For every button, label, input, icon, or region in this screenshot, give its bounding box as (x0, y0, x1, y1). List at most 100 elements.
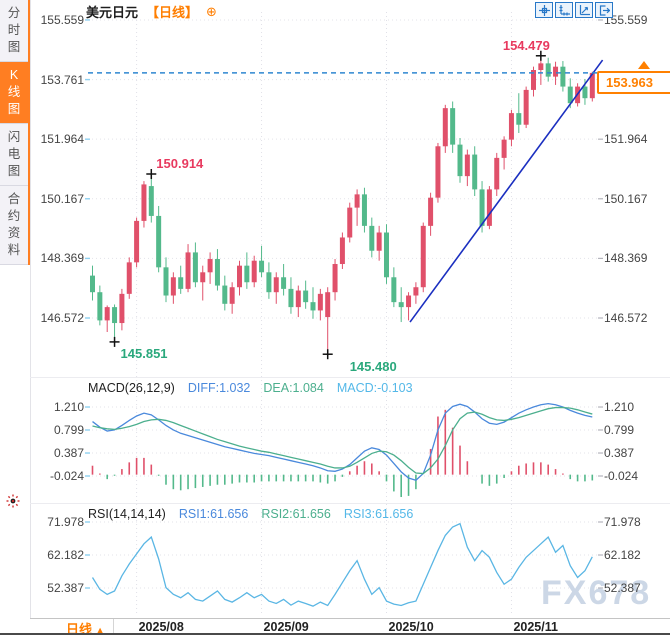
candle-body (369, 225, 375, 251)
candle-body (273, 277, 279, 293)
candle-body (163, 267, 169, 296)
candle-body (141, 184, 147, 221)
sidebar-tab-label: 分时图 (7, 6, 21, 54)
candle-body (332, 264, 338, 293)
candle-body (582, 86, 588, 99)
rsi-line (91, 522, 593, 607)
rsi3-value: RSI3:61.656 (343, 507, 414, 521)
candle-body (148, 186, 154, 216)
candle-body (90, 275, 95, 293)
chart-toolbar (535, 2, 613, 18)
sidebar-tab-lightning[interactable]: 闪电图 (0, 124, 28, 186)
period-selector[interactable]: 日线 ▲ (58, 619, 114, 635)
candle-body (317, 293, 323, 311)
candle-body (229, 287, 235, 304)
candle-body (450, 108, 456, 145)
current-price-tag: 153.963 (597, 70, 670, 94)
candle-body (384, 232, 389, 278)
sidebar-tab-label: 合约资料 (7, 192, 21, 257)
candle-body (97, 292, 103, 321)
watermark: FX678 (541, 574, 652, 612)
macd-diff-value: DIFF:1.032 (187, 381, 251, 395)
candle-body (523, 89, 529, 125)
trend-mode-icon[interactable] (575, 2, 593, 18)
candle-body (376, 232, 382, 251)
x-axis-date-label: 2025/08 (138, 620, 184, 634)
panel-separator (30, 503, 670, 504)
candle-body (464, 154, 470, 177)
candle-body (207, 259, 213, 273)
candle-body (361, 194, 367, 226)
crosshair-icon[interactable] (535, 2, 553, 18)
candle-body (472, 154, 478, 190)
candle-body (112, 307, 118, 324)
candle-body (222, 285, 228, 304)
candle-body (435, 146, 441, 198)
candle-body (266, 272, 272, 293)
macd-dea-line (92, 406, 593, 475)
x-axis-date-label: 2025/11 (513, 620, 558, 634)
x-axis-date-label: 2025/09 (263, 620, 309, 634)
candle-body (251, 260, 257, 283)
candle-body (178, 277, 184, 289)
alert-dot-icon[interactable] (6, 494, 20, 513)
candle-body (310, 302, 316, 311)
sidebar-tab-candlestick[interactable]: K线图 (0, 62, 28, 124)
candle-body (420, 225, 426, 288)
trendline (409, 59, 604, 323)
candle-body (479, 189, 485, 226)
candle-body (391, 277, 397, 303)
sidebar-tab-list: 分时图 K线图 闪电图 合约资料 (0, 0, 30, 265)
candle-body (560, 66, 566, 87)
candle-body (589, 72, 595, 99)
candle-body (508, 113, 514, 140)
price-up-arrow-icon (638, 60, 650, 69)
candle-body (214, 259, 220, 286)
panel-separator (30, 377, 670, 378)
exit-chart-icon[interactable] (595, 2, 613, 18)
sidebar-tab-contract-info[interactable]: 合约资料 (0, 186, 28, 265)
candle-body (119, 293, 125, 324)
add-circle-icon[interactable]: ⊕ (206, 3, 217, 19)
pair-title: 美元日元 (86, 5, 139, 20)
candle-body (516, 113, 522, 125)
candle-body (339, 237, 345, 265)
axis-scale-icon[interactable] (555, 2, 573, 18)
macd-dea-value: DEA:1.084 (263, 381, 324, 395)
period-selector-label: 日线 (66, 622, 93, 635)
candle-body (288, 288, 294, 308)
candle-body (104, 307, 110, 321)
candle-body (442, 108, 448, 147)
sidebar-tab-timeshare[interactable]: 分时图 (0, 0, 28, 62)
candle-body (457, 144, 463, 177)
rsi2-value: RSI2:61.656 (261, 507, 331, 521)
candle-body (553, 66, 559, 77)
candle-body (295, 290, 301, 308)
candle-body (192, 252, 198, 283)
time-axis-bar (30, 618, 670, 634)
period-dropdown-arrow-icon: ▲ (95, 625, 105, 635)
candle-body (244, 265, 250, 283)
sidebar-tab-label: 闪电图 (7, 130, 21, 178)
candle-body (538, 63, 544, 70)
macd-hist-value: MACD:-0.103 (336, 381, 413, 395)
chart-header: 美元日元 【日线】 ⊕ (86, 2, 217, 21)
candle-body (545, 63, 551, 77)
candle-body (494, 157, 500, 190)
candle-body (281, 277, 287, 289)
candle-body (347, 207, 353, 238)
macd-header: MACD(26,12,9) DIFF:1.032 DEA:1.084 MACD:… (88, 381, 413, 395)
macd-diff-line (92, 403, 593, 481)
sidebar: 分时图 K线图 闪电图 合约资料 (0, 0, 31, 635)
candle-body (170, 277, 176, 296)
candle-body (325, 292, 331, 318)
candle-body (134, 220, 140, 263)
candle-body (237, 265, 242, 288)
rsi-label: RSI(14,14,14) (88, 507, 166, 521)
macd-label: MACD(26,12,9) (88, 381, 175, 395)
candle-body (567, 86, 573, 104)
candle-body (413, 287, 419, 296)
period-tag: 【日线】 (146, 5, 199, 20)
